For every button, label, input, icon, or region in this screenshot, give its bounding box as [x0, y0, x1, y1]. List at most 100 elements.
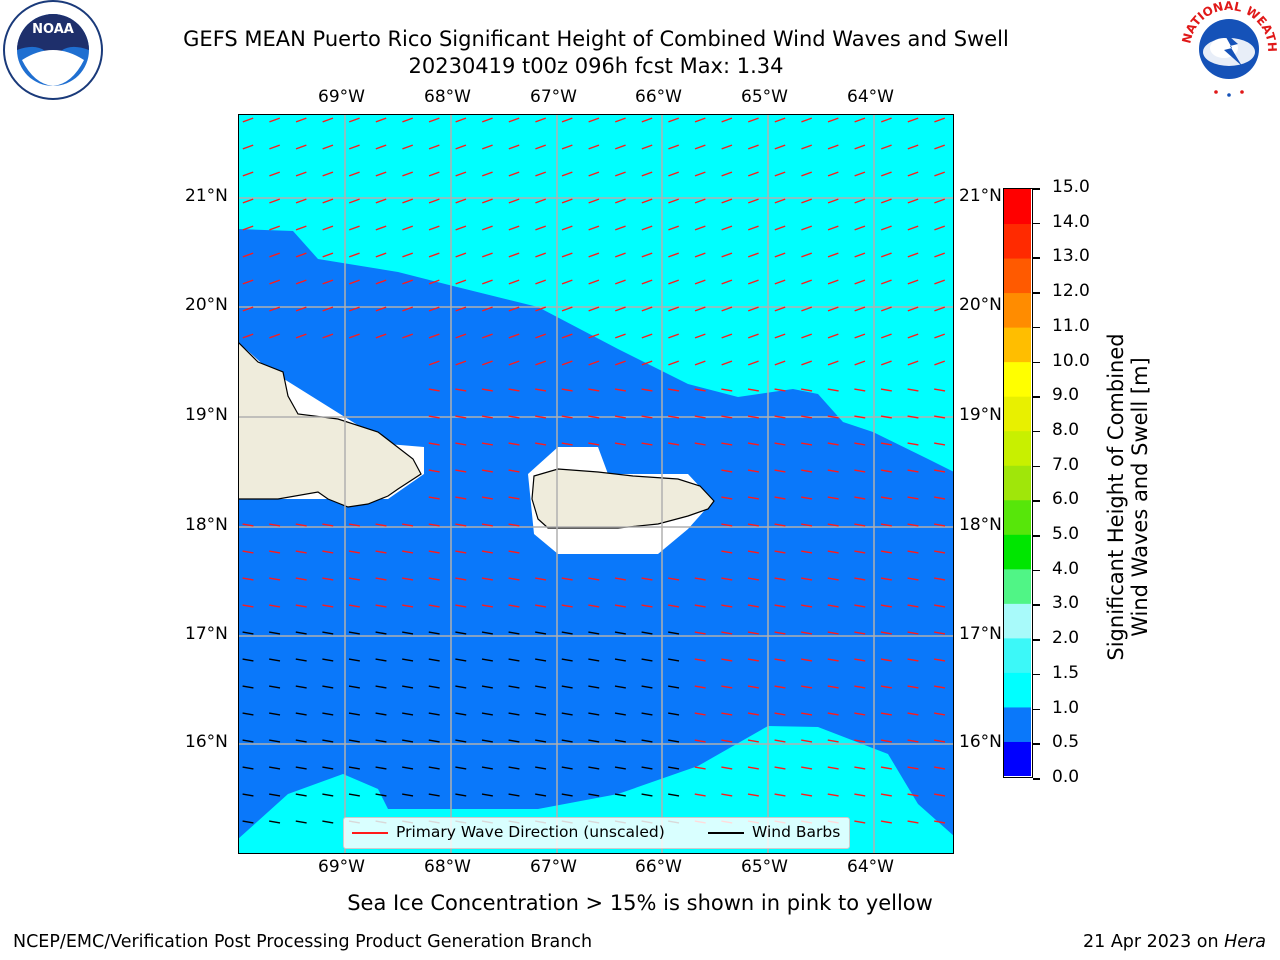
wave-arrow	[455, 793, 467, 797]
wave-arrow	[481, 117, 493, 123]
wave-arrow	[774, 793, 786, 797]
wave-arrow	[934, 496, 946, 500]
colorbar-tick	[1033, 326, 1040, 329]
wave-arrow	[721, 415, 733, 419]
wave-arrow	[907, 171, 919, 177]
wave-arrow	[774, 388, 786, 392]
colorbar-tick-label: 7.0	[1052, 454, 1080, 475]
wave-arrow	[614, 685, 626, 689]
colorbar-tick-label: 13.0	[1052, 246, 1090, 267]
wave-arrow	[668, 252, 680, 258]
wave-arrow	[535, 388, 547, 392]
wave-arrow	[854, 333, 866, 339]
wave-arrow	[747, 144, 759, 150]
colorbar-segment	[1004, 189, 1031, 225]
wave-arrow	[348, 739, 360, 743]
wave-arrow	[428, 577, 440, 581]
wave-arrow	[641, 739, 653, 743]
wave-arrow	[827, 496, 839, 500]
wave-arrow	[588, 279, 600, 285]
wave-arrow	[588, 604, 600, 608]
wave-arrow	[614, 415, 626, 419]
wave-arrow	[668, 658, 680, 662]
wave-arrow	[614, 171, 626, 177]
wave-arrow	[269, 577, 281, 581]
wave-arrow	[561, 306, 573, 312]
wave-arrow	[827, 198, 839, 204]
wave-arrow	[348, 712, 360, 716]
wave-arrow	[588, 793, 600, 797]
wave-arrow	[588, 306, 600, 312]
wave-arrow	[535, 198, 547, 204]
wave-arrow	[561, 144, 573, 150]
wave-arrow	[801, 171, 813, 177]
wave-arrow	[348, 766, 360, 770]
colorbar-tick	[1033, 257, 1040, 259]
wave-arrow	[907, 388, 919, 392]
wave-arrow	[348, 306, 360, 312]
wave-arrow	[801, 442, 813, 446]
wave-arrow	[774, 604, 786, 608]
wave-arrow	[907, 144, 919, 150]
wave-arrow	[880, 225, 892, 231]
wave-arrow	[721, 793, 733, 797]
wave-arrow	[561, 712, 573, 716]
wave-arrow	[375, 306, 387, 312]
wave-arrow	[721, 333, 733, 339]
wave-arrow	[322, 225, 334, 231]
wave-arrow	[242, 820, 254, 824]
colorbar-tick-label: 2.0	[1052, 628, 1080, 649]
colorbar-tick-label: 9.0	[1052, 385, 1080, 406]
wave-arrow	[641, 144, 653, 150]
wave-arrow	[721, 739, 733, 743]
wave-arrow	[535, 658, 547, 662]
wave-arrow	[801, 279, 813, 285]
wave-arrow	[934, 577, 946, 581]
wave-arrow	[614, 117, 626, 123]
wave-arrow	[747, 712, 759, 716]
wave-arrow	[455, 658, 467, 662]
wave-arrow	[561, 766, 573, 770]
wave-arrow	[508, 469, 520, 473]
wave-arrow	[242, 144, 254, 150]
wave-arrow	[508, 252, 520, 258]
wave-arrow	[747, 360, 759, 366]
wave-arrow	[375, 225, 387, 231]
wave-arrow	[907, 469, 919, 473]
wave-arrow	[428, 252, 440, 258]
wave-arrow	[535, 225, 547, 231]
wave-arrow	[934, 766, 946, 770]
wave-arrow	[907, 766, 919, 770]
wave-arrow	[402, 117, 414, 123]
lon-tick-top: 67°W	[530, 87, 577, 107]
hispaniola-coastline	[238, 341, 422, 508]
wave-arrow	[588, 252, 600, 258]
wave-arrow	[668, 144, 680, 150]
colorbar-segment	[1004, 706, 1031, 742]
lon-tick-bottom: 67°W	[530, 857, 577, 877]
wave-arrow	[588, 360, 600, 366]
colorbar-tick-label: 0.5	[1052, 732, 1080, 753]
wave-arrow	[455, 360, 467, 366]
wave-arrow	[854, 117, 866, 123]
nws-logo: NATIONAL WEATHER SERVICE	[1173, 0, 1280, 100]
wave-arrow	[614, 360, 626, 366]
wave-arrow	[880, 333, 892, 339]
wave-arrow	[295, 117, 307, 123]
wave-arrow	[668, 604, 680, 608]
wave-arrow	[907, 712, 919, 716]
wave-arrow	[269, 252, 281, 258]
wave-arrow	[508, 198, 520, 204]
wave-arrow	[774, 252, 786, 258]
wave-arrow	[721, 279, 733, 285]
lat-tick-right: 17°N	[959, 624, 1002, 644]
wave-arrow	[854, 577, 866, 581]
wave-arrow	[694, 415, 706, 419]
wave-arrow	[641, 604, 653, 608]
wave-arrow	[694, 388, 706, 392]
wave-arrow	[907, 739, 919, 743]
colorbar-segment	[1004, 568, 1031, 604]
wave-arrow	[880, 685, 892, 689]
wave-arrow	[481, 523, 493, 527]
colorbar-tick-label: 11.0	[1052, 315, 1090, 336]
